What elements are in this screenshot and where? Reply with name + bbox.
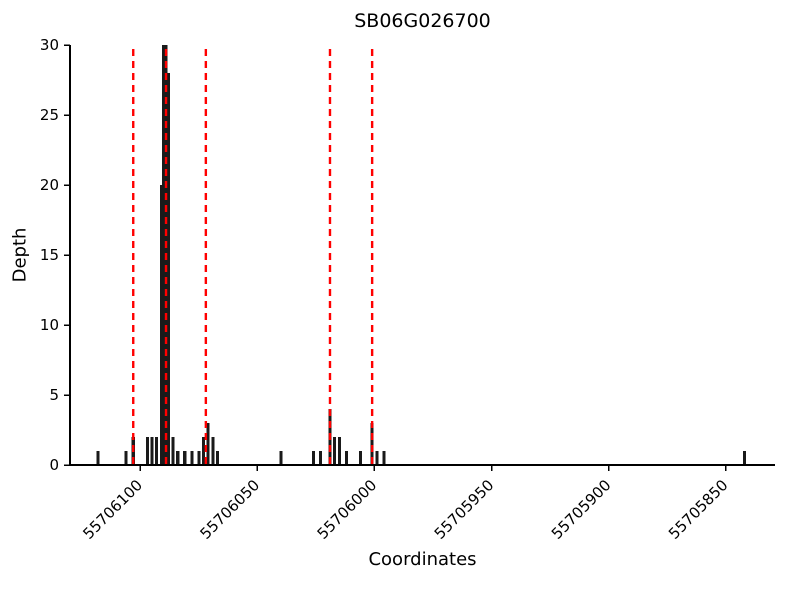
depth-bar bbox=[344, 451, 348, 465]
x-tick-label: 55706100 bbox=[79, 476, 146, 543]
depth-bar bbox=[183, 451, 187, 465]
x-tick-label: 55706000 bbox=[314, 476, 381, 543]
depth-bar bbox=[145, 437, 149, 465]
depth-bar bbox=[171, 437, 175, 465]
depth-bar bbox=[337, 437, 341, 465]
depth-bar bbox=[197, 451, 201, 465]
depth-bar bbox=[211, 437, 215, 465]
depth-bar bbox=[96, 451, 100, 465]
y-tick-label: 10 bbox=[40, 316, 59, 334]
depth-bar bbox=[190, 451, 194, 465]
x-tick-label: 55705850 bbox=[665, 476, 732, 543]
depth-bar bbox=[358, 451, 362, 465]
depth-bar bbox=[743, 451, 747, 465]
depth-bar bbox=[206, 423, 210, 465]
depth-bar bbox=[216, 451, 220, 465]
chart-title: SB06G026700 bbox=[354, 10, 491, 32]
y-tick-label: 15 bbox=[40, 246, 59, 264]
depth-bar bbox=[370, 423, 374, 465]
x-axis-label: Coordinates bbox=[368, 549, 477, 570]
depth-bar bbox=[375, 451, 379, 465]
x-tick-label: 55705900 bbox=[548, 476, 615, 543]
y-tick-label: 5 bbox=[49, 386, 59, 404]
depth-bar bbox=[166, 73, 170, 465]
depth-bar bbox=[124, 451, 128, 465]
axis-spines bbox=[69, 45, 775, 466]
y-tick-label: 25 bbox=[40, 106, 59, 124]
depth-bar bbox=[382, 451, 386, 465]
depth-bar bbox=[201, 437, 206, 465]
depth-bar bbox=[279, 451, 283, 465]
depth-bar bbox=[176, 451, 180, 465]
depth-bar bbox=[155, 437, 159, 465]
y-tick-label: 30 bbox=[40, 36, 59, 54]
y-tick-label: 0 bbox=[49, 456, 59, 474]
depth-bar bbox=[312, 451, 316, 465]
depth-bar bbox=[159, 185, 163, 465]
depth-bar bbox=[150, 437, 154, 465]
depth-bar bbox=[162, 45, 166, 465]
depth-bar bbox=[319, 451, 323, 465]
x-tick-label: 55706050 bbox=[196, 476, 263, 543]
x-tick-label: 55705950 bbox=[431, 476, 498, 543]
y-tick-label: 20 bbox=[40, 176, 59, 194]
depth-bar bbox=[333, 437, 337, 465]
y-axis-label: Depth bbox=[9, 227, 31, 283]
